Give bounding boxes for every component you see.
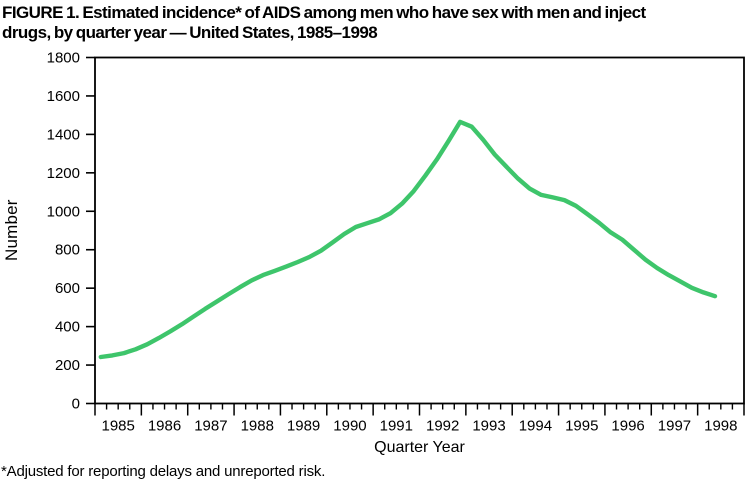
y-tick-label: 200 xyxy=(55,357,80,374)
x-year-label: 1991 xyxy=(380,418,413,435)
footnote: *Adjusted for reporting delays and unrep… xyxy=(1,463,326,480)
figure-title-line1: FIGURE 1. Estimated incidence* of AIDS a… xyxy=(2,3,646,22)
y-tick-label: 1000 xyxy=(47,203,80,220)
y-tick-label: 1400 xyxy=(47,126,80,143)
figure-title-line2: drugs, by quarter year — United States, … xyxy=(2,23,378,42)
x-year-label: 1989 xyxy=(287,418,320,435)
x-year-label: 1990 xyxy=(333,418,366,435)
y-tick-label: 1200 xyxy=(47,165,80,182)
x-year-label: 1994 xyxy=(519,418,552,435)
x-year-label: 1988 xyxy=(241,418,274,435)
y-tick-label: 800 xyxy=(55,242,80,259)
x-year-label: 1998 xyxy=(704,418,737,435)
plot-frame xyxy=(94,56,745,405)
figure-title: FIGURE 1. Estimated incidence* of AIDS a… xyxy=(2,3,750,43)
x-axis-label: Quarter Year xyxy=(374,439,465,456)
x-year-label: 1993 xyxy=(472,418,505,435)
x-year-label: 1985 xyxy=(101,418,134,435)
x-year-label: 1987 xyxy=(194,418,227,435)
x-year-label: 1996 xyxy=(611,418,644,435)
x-year-label: 1997 xyxy=(658,418,691,435)
y-tick-label: 600 xyxy=(55,280,80,297)
y-tick-label: 0 xyxy=(72,396,80,413)
y-tick-label: 1600 xyxy=(47,88,80,105)
x-year-label: 1995 xyxy=(565,418,598,435)
incidence-line xyxy=(98,119,718,360)
y-tick-label: 400 xyxy=(55,319,80,336)
x-year-label: 1992 xyxy=(426,418,459,435)
x-year-label: 1986 xyxy=(148,418,181,435)
y-tick-label: 1800 xyxy=(47,50,80,67)
